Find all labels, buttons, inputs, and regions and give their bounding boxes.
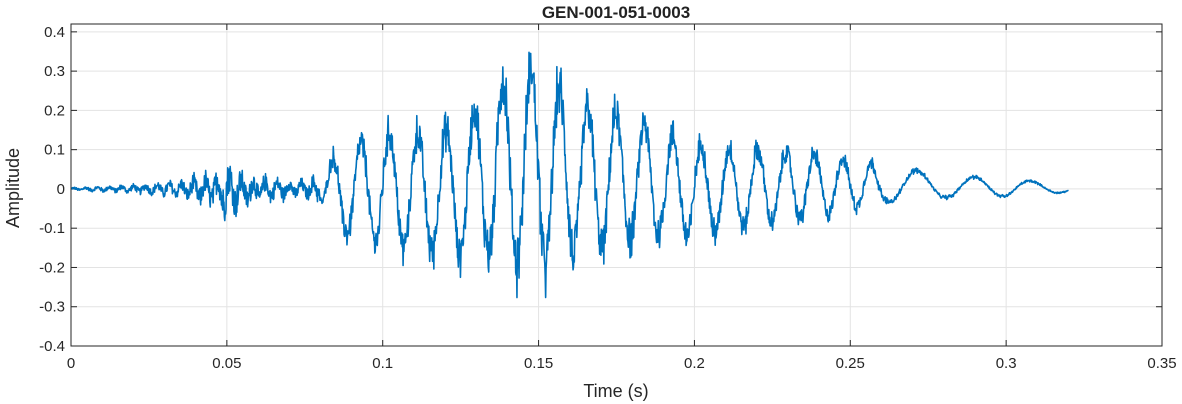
grid-lines [70, 24, 1163, 347]
plot-area [70, 23, 1163, 347]
x-tick-label: 0.35 [1147, 355, 1176, 372]
chart-title: GEN-001-051-0003 [542, 3, 690, 22]
y-tick-label: 0.1 [44, 142, 65, 159]
plot-frame [70, 23, 1163, 347]
y-tick-label: 0.2 [44, 102, 65, 119]
waveform-series-line [71, 51, 1069, 299]
y-tick-label: 0.4 [44, 24, 65, 41]
x-tick-label: 0.05 [212, 355, 241, 372]
y-tick-label: 0.3 [44, 63, 65, 80]
x-tick-label: 0.15 [524, 355, 553, 372]
x-tick-label: 0 [67, 355, 75, 372]
x-tick-label: 0.25 [836, 355, 865, 372]
x-tick-label: 0.1 [372, 355, 393, 372]
y-axis-label: Amplitude [3, 148, 23, 228]
x-tick-labels: 0 0.05 0.1 0.15 0.2 0.25 0.3 0.35 [67, 355, 1177, 372]
x-tick-label: 0.3 [996, 355, 1017, 372]
y-tick-label: 0 [57, 181, 65, 198]
x-tick-label: 0.2 [684, 355, 705, 372]
x-axis-label: Time (s) [583, 381, 648, 401]
y-tick-label: -0.2 [39, 259, 65, 276]
y-tick-label: -0.1 [39, 220, 65, 237]
series-group [71, 51, 1069, 299]
y-tick-label: -0.4 [39, 338, 65, 355]
y-tick-labels: -0.4 -0.3 -0.2 -0.1 0 0.1 0.2 0.3 0.4 [39, 24, 65, 355]
y-tick-label: -0.3 [39, 299, 65, 316]
